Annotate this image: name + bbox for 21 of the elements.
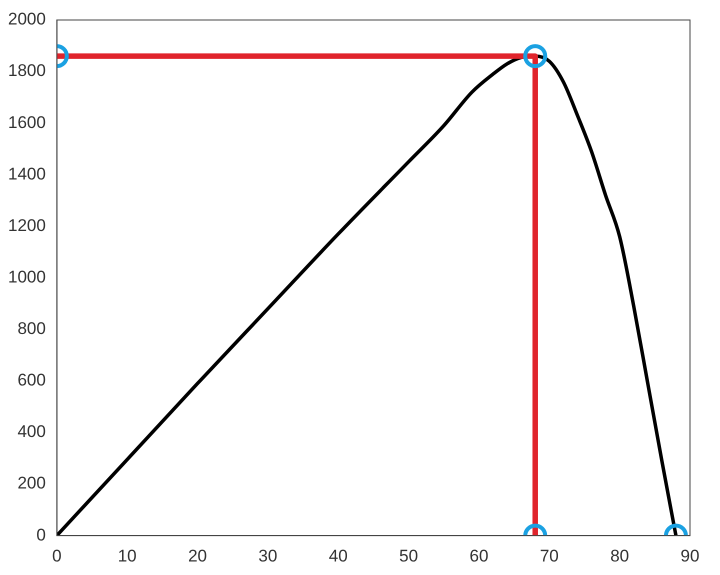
x-tick-label: 0 [52,546,62,566]
x-tick-label: 30 [258,546,278,566]
x-tick-label: 50 [399,546,418,566]
y-tick-label: 1600 [8,112,46,132]
x-tick-label: 60 [469,546,488,566]
x-tick-label: 80 [610,546,630,566]
y-tick-label: 1800 [8,61,46,80]
x-tick-label: 10 [118,546,137,566]
y-tick-label: 1000 [8,267,46,286]
y-tick-label: 800 [17,319,46,338]
x-tick-label: 40 [328,546,348,566]
x-tick-label: 70 [540,546,559,566]
y-tick-label: 1200 [8,216,46,235]
y-tick-label: 600 [17,370,46,390]
y-tick-label: 2000 [8,10,46,29]
y-tick-label: 200 [17,474,46,493]
y-tick-label: 0 [36,525,46,544]
x-tick-label: 90 [680,546,700,566]
x-tick-label: 20 [188,546,207,566]
y-tick-label: 400 [17,422,46,442]
y-tick-label: 1400 [8,164,46,184]
